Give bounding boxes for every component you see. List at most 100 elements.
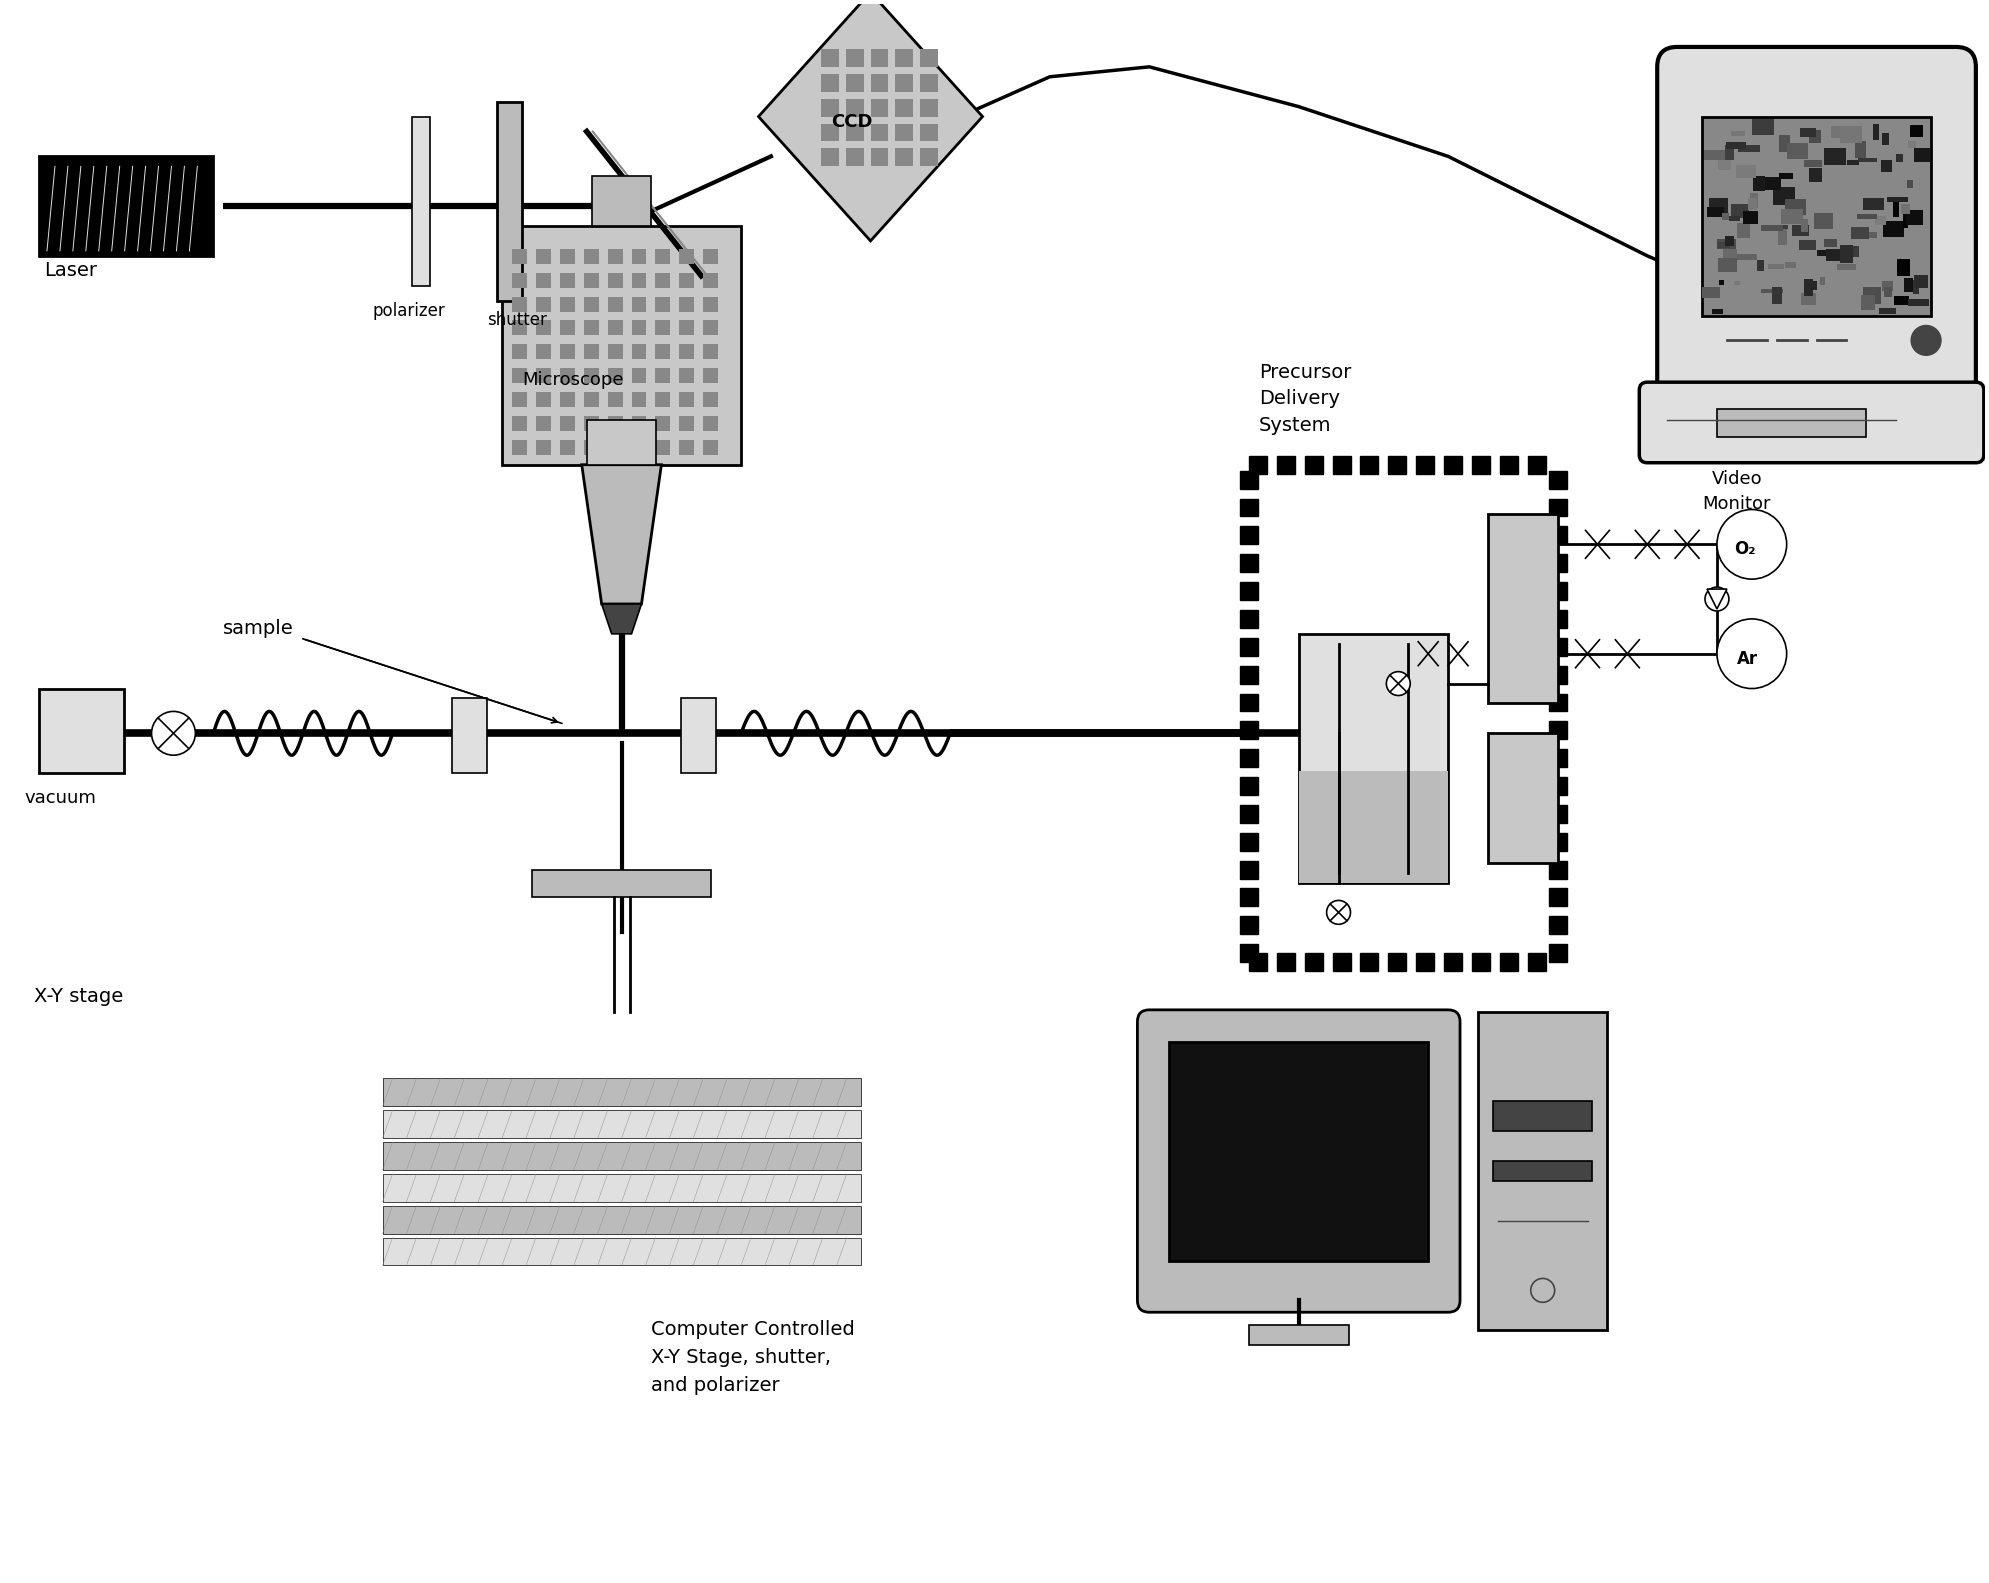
Bar	[1305, 456, 1323, 473]
Bar	[680, 296, 694, 312]
Bar	[583, 369, 599, 383]
Bar	[1360, 953, 1378, 970]
Bar	[633, 320, 646, 336]
Bar	[1478, 1012, 1607, 1330]
Bar	[1786, 199, 1806, 215]
Bar	[1734, 280, 1740, 285]
Bar	[1549, 861, 1567, 879]
Bar	[656, 369, 670, 383]
Bar	[1864, 287, 1882, 304]
Bar	[1239, 638, 1257, 655]
Bar	[1911, 125, 1923, 136]
Bar	[1549, 833, 1567, 850]
Bar	[1854, 141, 1866, 158]
Bar	[1722, 214, 1728, 220]
Bar	[583, 416, 599, 431]
Text: Computer Controlled
X-Y Stage, shutter,
and polarizer: Computer Controlled X-Y Stage, shutter, …	[652, 1320, 855, 1395]
Bar	[1549, 666, 1567, 684]
Bar	[1549, 943, 1567, 962]
Bar	[845, 149, 863, 166]
Bar	[1748, 198, 1758, 211]
Bar	[1903, 279, 1913, 291]
Bar	[1901, 204, 1909, 214]
FancyBboxPatch shape	[1639, 382, 1983, 462]
Bar	[607, 416, 623, 431]
Bar	[1760, 225, 1782, 231]
Bar	[1736, 253, 1758, 260]
Bar	[607, 320, 623, 336]
Bar	[1768, 264, 1784, 269]
Bar	[583, 345, 599, 359]
Bar	[1802, 293, 1816, 306]
Bar	[1840, 127, 1862, 142]
Bar	[1882, 280, 1894, 291]
Bar	[1905, 211, 1923, 225]
Bar	[680, 440, 694, 454]
Bar	[1894, 296, 1909, 306]
Bar	[1705, 150, 1726, 160]
Bar	[845, 74, 863, 92]
Bar	[871, 123, 889, 141]
Text: O₂: O₂	[1734, 540, 1756, 559]
Text: shutter: shutter	[487, 312, 547, 329]
Bar	[1494, 1102, 1593, 1132]
Bar	[633, 369, 646, 383]
Bar	[382, 1143, 861, 1170]
Bar	[1239, 722, 1257, 739]
Bar	[1746, 214, 1758, 223]
Bar	[1277, 456, 1295, 473]
Bar	[1804, 279, 1812, 296]
Bar	[845, 98, 863, 117]
Circle shape	[1717, 619, 1786, 689]
Bar	[704, 272, 718, 288]
Bar	[1882, 133, 1890, 144]
Bar	[583, 393, 599, 407]
Bar	[1416, 953, 1434, 970]
Bar	[559, 440, 575, 454]
Bar	[1888, 198, 1907, 201]
Bar	[1830, 127, 1840, 138]
Bar	[656, 416, 670, 431]
Bar	[587, 419, 656, 465]
Bar	[680, 416, 694, 431]
Bar	[583, 440, 599, 454]
Bar	[1239, 777, 1257, 795]
Bar	[1500, 456, 1518, 473]
Bar	[633, 296, 646, 312]
Bar	[656, 345, 670, 359]
Polygon shape	[1707, 589, 1726, 609]
Bar	[1500, 953, 1518, 970]
Bar	[452, 698, 487, 773]
Bar	[656, 393, 670, 407]
Text: Ar: Ar	[1736, 649, 1758, 668]
Bar	[704, 440, 718, 454]
Bar	[1884, 222, 1903, 237]
Bar	[1780, 135, 1790, 152]
Bar	[511, 320, 527, 336]
Bar	[40, 157, 213, 256]
Bar	[895, 123, 913, 141]
Bar	[1728, 215, 1740, 222]
Bar	[1784, 261, 1796, 269]
FancyBboxPatch shape	[1657, 47, 1975, 405]
Bar	[1239, 554, 1257, 571]
Bar	[1907, 299, 1929, 307]
Bar	[871, 74, 889, 92]
Polygon shape	[758, 0, 983, 241]
Bar	[895, 98, 913, 117]
Bar	[845, 49, 863, 66]
Bar	[1762, 288, 1782, 293]
Bar	[1494, 1160, 1593, 1181]
Bar	[1800, 218, 1808, 233]
Bar	[1788, 144, 1808, 160]
Text: Precursor
Delivery
System: Precursor Delivery System	[1259, 363, 1351, 435]
Bar	[559, 320, 575, 336]
Bar	[583, 249, 599, 264]
Bar	[895, 49, 913, 66]
Bar	[1703, 287, 1720, 298]
Bar	[704, 393, 718, 407]
Bar	[1894, 203, 1899, 217]
Bar	[821, 49, 839, 66]
Bar	[1718, 280, 1724, 285]
Text: Video
Monitor: Video Monitor	[1703, 470, 1770, 513]
